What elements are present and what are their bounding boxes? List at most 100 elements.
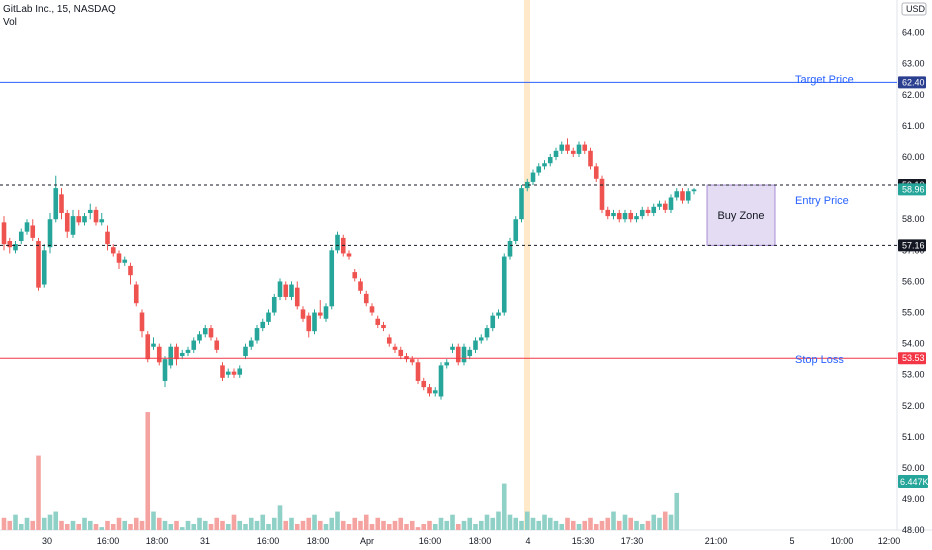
candle — [432, 390, 438, 394]
candle — [231, 371, 237, 375]
volume-bar — [237, 520, 243, 530]
stop-label: Stop Loss — [795, 354, 844, 366]
last-volume-tag — [898, 475, 928, 488]
volume-bar — [99, 527, 105, 530]
candle — [680, 191, 685, 201]
volume-bar — [576, 524, 582, 530]
volume-bar — [404, 524, 409, 530]
volume-bar — [542, 514, 547, 530]
volume-bar — [427, 520, 432, 530]
candle — [18, 231, 24, 241]
candle — [243, 346, 248, 357]
candle — [139, 312, 145, 332]
candle — [174, 346, 179, 360]
volume-bar — [415, 527, 421, 530]
candle — [266, 312, 271, 322]
entry-bottom-price-tag-text: 57.16 — [902, 240, 925, 250]
price-tick-label: 49.00 — [902, 494, 925, 504]
candle — [438, 365, 444, 397]
candle — [634, 216, 639, 220]
volume-bar — [582, 520, 588, 530]
volume-bar — [490, 517, 496, 530]
currency-label: USD — [906, 4, 926, 14]
candle — [415, 362, 421, 381]
candle — [317, 312, 323, 316]
volume-bar — [7, 520, 13, 530]
volume-bar — [398, 517, 404, 530]
candle — [323, 306, 329, 319]
currency-box[interactable] — [901, 2, 927, 16]
candle — [611, 213, 616, 217]
candle — [271, 296, 277, 313]
volume-bar — [185, 520, 191, 530]
candle — [398, 349, 404, 357]
candle — [484, 328, 490, 338]
volume-bar — [530, 517, 536, 530]
candle — [622, 213, 628, 220]
price-tick-label: 53.00 — [902, 370, 925, 380]
volume-bar — [294, 524, 300, 530]
candle — [156, 346, 162, 363]
chart-title: GitLab Inc., 15, NASDAQ — [3, 4, 116, 15]
candle — [93, 209, 99, 223]
volume-bar — [312, 514, 317, 530]
candle — [260, 321, 266, 329]
volume-bar — [197, 517, 202, 530]
candle — [381, 324, 386, 329]
volume-bar — [478, 520, 484, 530]
volume-bar — [289, 517, 294, 530]
volume-bar — [214, 517, 220, 530]
candle — [639, 209, 645, 217]
volume-bar — [340, 520, 346, 530]
volume-bar — [455, 524, 461, 530]
volume-bar — [628, 517, 634, 530]
price-tick-label: 54.00 — [902, 339, 925, 349]
stop-price-tag-text: 53.53 — [902, 353, 925, 363]
volume-bar — [53, 511, 59, 530]
candle — [145, 334, 151, 360]
candle — [547, 157, 553, 164]
volume-bar — [277, 505, 283, 530]
candle — [444, 362, 450, 366]
price-tick-label: 58.00 — [902, 214, 925, 224]
candle — [105, 231, 110, 245]
volume-bar — [110, 524, 116, 530]
volume-bar — [116, 517, 122, 530]
volume-bar — [139, 520, 145, 530]
volume-bar — [87, 520, 93, 530]
time-tick-label: 16:00 — [419, 536, 442, 546]
candle — [346, 253, 352, 257]
candle — [375, 318, 381, 325]
volume-bar — [225, 524, 231, 530]
price-axis[interactable] — [897, 0, 932, 550]
buy-zone-box[interactable] — [706, 184, 776, 246]
candle — [289, 284, 294, 297]
last-price-tag — [898, 183, 926, 196]
volume-bar — [588, 517, 593, 530]
candle — [513, 219, 519, 241]
volume-bar — [41, 517, 47, 530]
volume-bar — [76, 524, 82, 530]
volume-bar — [375, 517, 381, 530]
volume-bar — [358, 520, 363, 530]
candle — [685, 191, 691, 201]
candle — [645, 209, 651, 214]
candle — [300, 309, 306, 319]
volume-bar — [13, 514, 18, 530]
time-tick-label: 18:00 — [146, 536, 169, 546]
volume-bar — [59, 520, 64, 530]
candle — [59, 194, 64, 214]
volume-bar — [547, 517, 553, 530]
candle — [542, 163, 547, 167]
candle — [409, 359, 415, 363]
candle — [133, 284, 139, 304]
volume-bar — [386, 524, 392, 530]
volume-bar — [283, 520, 289, 530]
last-price-tag-text: 58.96 — [902, 184, 925, 194]
candle — [616, 213, 622, 220]
entry-bottom-price-tag — [898, 239, 926, 252]
volume-bar — [105, 520, 110, 530]
candle — [110, 247, 116, 254]
time-tick-label: 12:00 — [878, 536, 901, 546]
